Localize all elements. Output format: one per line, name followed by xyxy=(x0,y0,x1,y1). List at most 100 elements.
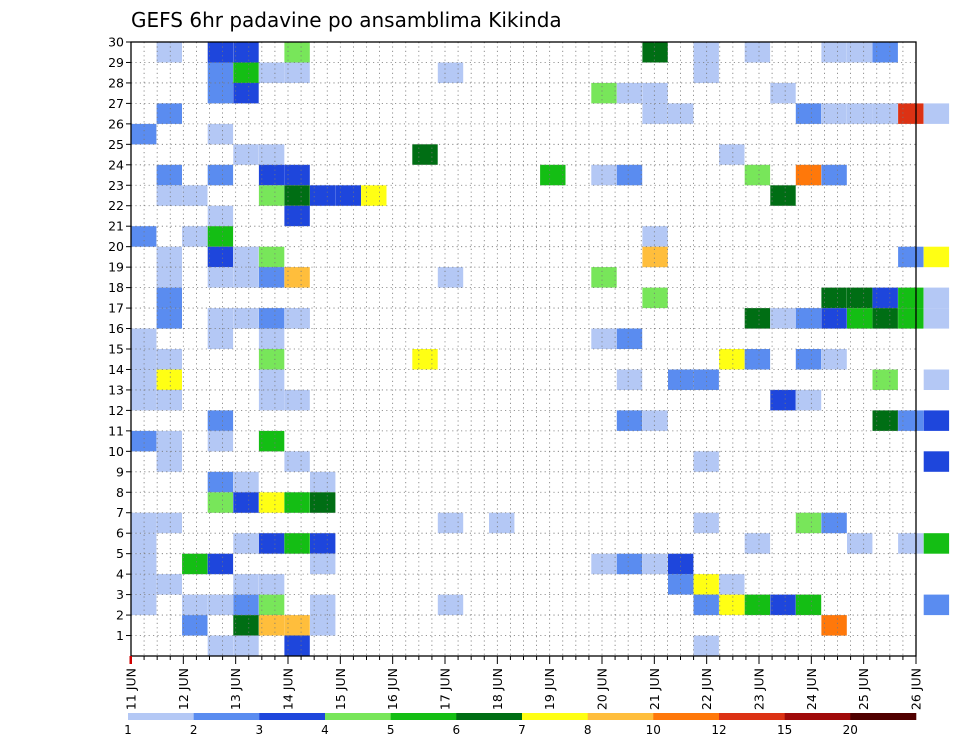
heatmap-cell xyxy=(310,471,336,493)
y-tick-label: 6 xyxy=(116,526,124,541)
colorbar-swatch xyxy=(653,713,720,720)
heatmap-cell xyxy=(898,103,924,124)
heatmap-cell xyxy=(207,164,234,186)
x-tick-label: 19 JUN xyxy=(542,668,557,710)
heatmap-cell xyxy=(616,82,643,104)
x-tick-label: 26 JUN xyxy=(909,668,924,710)
heatmap-cell xyxy=(156,451,182,472)
heatmap-cell xyxy=(642,82,668,104)
chart-title: GEFS 6hr padavine po ansamblima Kikinda xyxy=(131,8,562,32)
heatmap-cell xyxy=(156,308,182,329)
heatmap-cell xyxy=(156,164,182,186)
heatmap-cell xyxy=(642,103,668,124)
x-tick-label: 16 JUN xyxy=(385,668,400,710)
heatmap-cell xyxy=(591,328,617,349)
heatmap-cell xyxy=(693,451,719,472)
heatmap-cell xyxy=(898,287,924,309)
heatmap-cell xyxy=(872,103,898,124)
heatmap-cell xyxy=(284,267,310,288)
colorbar-label: 8 xyxy=(584,723,592,737)
heatmap-cell xyxy=(412,349,438,370)
heatmap-cell xyxy=(744,533,771,554)
heatmap-cell xyxy=(693,635,719,656)
heatmap-cell xyxy=(310,185,336,206)
heatmap-cell xyxy=(923,308,950,329)
heatmap-cell xyxy=(131,594,157,616)
heatmap-cell xyxy=(744,42,771,63)
heatmap-cell xyxy=(770,82,796,104)
heatmap-cell xyxy=(923,451,950,472)
heatmap-cell xyxy=(821,512,847,534)
y-tick-label: 26 xyxy=(108,116,124,131)
colorbar-label: 3 xyxy=(255,723,263,737)
heatmap-cell xyxy=(795,164,822,186)
heatmap-cell xyxy=(182,594,208,616)
y-tick-label: 27 xyxy=(108,96,124,111)
heatmap-cell xyxy=(616,164,643,186)
heatmap-cell xyxy=(182,553,208,575)
heatmap-cell xyxy=(131,123,157,145)
colorbar-label: 20 xyxy=(843,723,858,737)
heatmap-cell xyxy=(719,144,745,165)
heatmap-cell xyxy=(156,349,182,370)
heatmap-cell xyxy=(591,267,617,288)
heatmap-cell xyxy=(821,308,847,329)
heatmap-cell xyxy=(284,164,310,186)
heatmap-cell xyxy=(898,410,924,431)
heatmap-cell xyxy=(207,62,234,83)
x-tick-label: 11 JUN xyxy=(124,668,139,710)
y-tick-label: 4 xyxy=(116,567,124,582)
heatmap-cell xyxy=(207,308,234,329)
heatmap-cell xyxy=(821,349,847,370)
heatmap-cell xyxy=(258,185,285,206)
x-tick-label: 13 JUN xyxy=(228,668,243,710)
heatmap-cell xyxy=(284,308,310,329)
x-tick-label: 14 JUN xyxy=(281,668,296,710)
y-tick-label: 21 xyxy=(108,219,124,234)
heatmap-cell xyxy=(437,62,464,83)
heatmap-cell xyxy=(310,553,336,575)
heatmap-cell xyxy=(437,267,464,288)
heatmap-cell xyxy=(258,308,285,329)
heatmap-cell xyxy=(233,492,259,513)
x-tick-label: 22 JUN xyxy=(699,668,714,710)
y-tick-label: 29 xyxy=(108,55,124,70)
heatmap-cell xyxy=(284,42,310,63)
colorbar-label: 12 xyxy=(711,723,726,737)
heatmap-cell xyxy=(207,492,234,513)
heatmap-cell xyxy=(795,594,822,616)
heatmap-cell xyxy=(233,574,259,595)
heatmap-cell xyxy=(233,615,259,636)
heatmap-cell xyxy=(591,553,617,575)
heatmap-cell xyxy=(898,246,924,268)
heatmap-cell xyxy=(795,349,822,370)
heatmap-cell xyxy=(207,123,234,145)
heatmap-cell xyxy=(233,471,259,493)
heatmap-cell xyxy=(156,103,182,124)
heatmap-cell xyxy=(182,226,208,247)
heatmap-cell xyxy=(693,62,719,83)
heatmap-cell xyxy=(156,267,182,288)
heatmap-cell xyxy=(258,430,285,452)
y-tick-label: 17 xyxy=(108,301,124,316)
x-tick-label: 25 JUN xyxy=(856,668,871,710)
heatmap-cell xyxy=(668,553,694,575)
heatmap-cell xyxy=(821,164,847,186)
y-tick-label: 13 xyxy=(108,382,124,397)
x-tick-label: 18 JUN xyxy=(490,668,505,710)
colorbar-label: 1 xyxy=(124,723,132,737)
colorbar-swatch xyxy=(325,713,391,720)
colorbar-swatch xyxy=(456,713,523,720)
heatmap-cell xyxy=(642,287,668,309)
colorbar-label: 7 xyxy=(518,723,526,737)
heatmap-cell xyxy=(923,594,950,616)
heatmap-cell xyxy=(616,369,643,390)
heatmap-cell xyxy=(258,144,285,165)
heatmap-cell xyxy=(156,389,182,411)
heatmap-cell xyxy=(233,144,259,165)
heatmap-cell xyxy=(770,389,796,411)
heatmap-cell xyxy=(207,635,234,656)
heatmap-cell xyxy=(693,594,719,616)
heatmap-cell xyxy=(131,533,157,554)
heatmap-cell xyxy=(233,635,259,656)
